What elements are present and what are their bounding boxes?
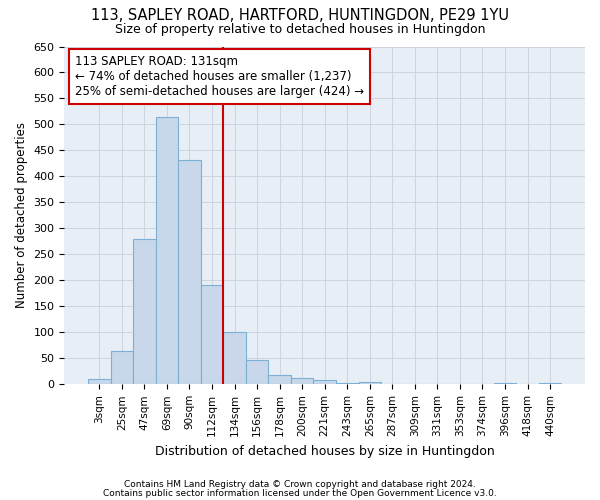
Bar: [268, 375, 291, 384]
X-axis label: Distribution of detached houses by size in Huntingdon: Distribution of detached houses by size …: [155, 444, 494, 458]
Bar: [133, 239, 155, 384]
Bar: [246, 360, 268, 384]
Bar: [178, 160, 201, 384]
Bar: [110, 350, 133, 384]
Y-axis label: Number of detached properties: Number of detached properties: [15, 122, 28, 308]
Text: 113 SAPLEY ROAD: 131sqm
← 74% of detached houses are smaller (1,237)
25% of semi: 113 SAPLEY ROAD: 131sqm ← 74% of detache…: [75, 55, 364, 98]
Bar: [201, 284, 223, 384]
Text: Contains public sector information licensed under the Open Government Licence v3: Contains public sector information licen…: [103, 488, 497, 498]
Bar: [155, 116, 178, 384]
Bar: [291, 378, 313, 384]
Bar: [223, 332, 246, 384]
Text: Contains HM Land Registry data © Crown copyright and database right 2024.: Contains HM Land Registry data © Crown c…: [124, 480, 476, 489]
Bar: [359, 382, 381, 384]
Text: 113, SAPLEY ROAD, HARTFORD, HUNTINGDON, PE29 1YU: 113, SAPLEY ROAD, HARTFORD, HUNTINGDON, …: [91, 8, 509, 22]
Bar: [88, 379, 110, 384]
Text: Size of property relative to detached houses in Huntingdon: Size of property relative to detached ho…: [115, 22, 485, 36]
Bar: [313, 380, 336, 384]
